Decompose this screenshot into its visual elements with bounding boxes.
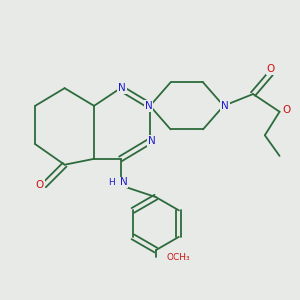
Text: N: N: [120, 177, 128, 188]
Text: H: H: [108, 178, 115, 187]
Text: O: O: [267, 64, 275, 74]
Text: O: O: [283, 105, 291, 115]
Text: OCH₃: OCH₃: [166, 253, 190, 262]
Text: N: N: [148, 136, 155, 146]
Text: O: O: [35, 180, 44, 190]
Text: N: N: [145, 101, 152, 111]
Text: N: N: [221, 101, 229, 111]
Text: N: N: [118, 83, 126, 93]
